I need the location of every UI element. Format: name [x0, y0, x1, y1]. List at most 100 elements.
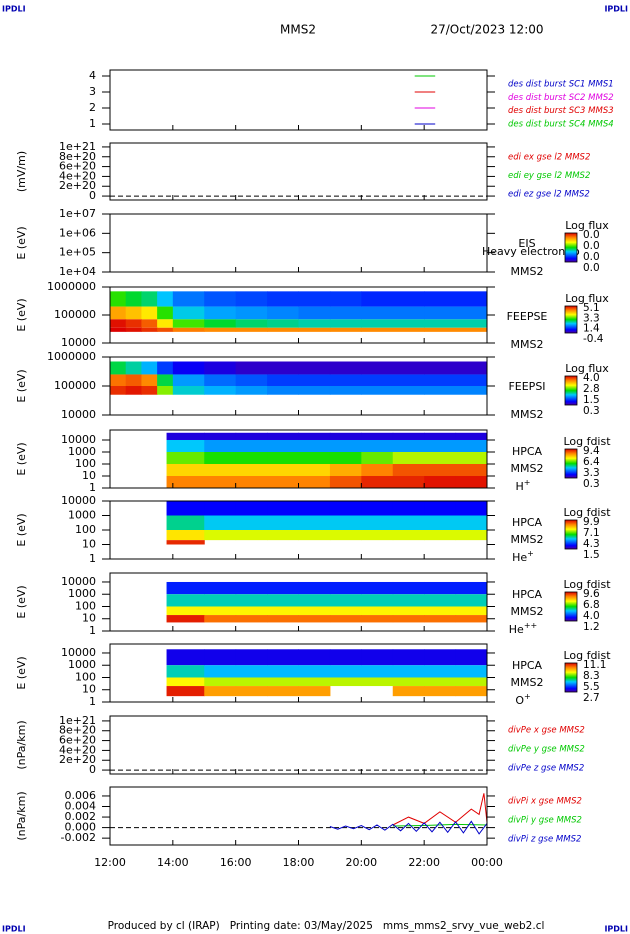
spectrogram-cell — [424, 319, 488, 328]
instrument-label: MMS2 — [511, 338, 544, 351]
spectrogram-cell — [141, 386, 158, 395]
spectrogram-cell — [235, 319, 268, 328]
y-tick-label: -0.002 — [61, 831, 96, 844]
spectrogram-cell — [166, 615, 205, 623]
spectrogram-cell — [235, 306, 268, 320]
y-tick-label: 6e+20 — [59, 160, 96, 173]
y-axis-label: E (eV) — [15, 298, 28, 331]
spectrogram-cell — [157, 361, 174, 375]
colorbar-tick-label: 0.0 — [583, 262, 600, 274]
y-tick-label: 0.002 — [65, 810, 97, 823]
spectrogram-cell — [424, 515, 457, 530]
y-tick-label: 2 — [89, 101, 96, 114]
legend-entry: divPi y gse MMS2 — [508, 816, 582, 826]
spectrogram-cell — [204, 386, 237, 395]
spectrogram-cell — [267, 686, 299, 697]
colorbar-tick-label: 8.3 — [583, 670, 600, 682]
colorbar-title: Log fdist — [563, 435, 611, 448]
colorbar-tick-label: 6.4 — [583, 456, 600, 468]
spectrogram-cell — [166, 515, 205, 530]
x-tick-label: 22:00 — [408, 856, 440, 869]
panel: divPi x gse MMS2 divPi y gse MMS2 divPi z … — [15, 786, 582, 869]
legend-entry: edi ez gse l2 MMS2 — [508, 190, 590, 200]
spectrogram-cell — [361, 374, 425, 386]
spectrogram-cell — [157, 319, 174, 328]
spectrogram-cell — [329, 501, 362, 516]
colorbar-tick-label: 5.1 — [583, 302, 600, 314]
spectrogram-cell — [361, 501, 394, 516]
spectrogram-cell — [204, 432, 237, 440]
spectrogram-cell — [267, 615, 299, 623]
spectrogram-cell — [329, 361, 362, 375]
spectrogram-cell — [329, 306, 362, 320]
spectrogram-cell — [424, 463, 457, 476]
species-charge: + — [524, 478, 531, 487]
spectrogram-cell — [329, 432, 362, 440]
y-tick-label: 1e+21 — [59, 714, 96, 727]
spectrogram-cell — [166, 439, 205, 452]
spectrogram-cell — [235, 501, 268, 516]
spectrogram-cell — [361, 615, 394, 623]
spectrogram-cell — [392, 581, 425, 595]
spectrogram-cell — [455, 649, 488, 666]
instrument-label: FEEPSI — [508, 380, 545, 393]
spectrogram-cell — [172, 291, 205, 307]
spectrogram-cell — [424, 615, 457, 623]
y-tick-label: 8e+20 — [59, 150, 96, 163]
spectrogram-cell — [267, 463, 299, 476]
y-tick-label: 10 — [82, 683, 96, 696]
spectrogram-cell — [235, 615, 268, 623]
spectrogram-cell — [298, 439, 331, 452]
spectrogram-cell — [298, 475, 331, 488]
spectrogram-cell — [424, 530, 457, 541]
y-tick-label: 1000 — [68, 658, 96, 671]
spectrogram-cell — [204, 439, 237, 452]
y-axis-label: E (eV) — [15, 442, 28, 475]
species-base: He — [509, 623, 524, 636]
spectrogram-cell — [361, 432, 394, 440]
spectrogram-cell — [298, 594, 331, 607]
colorbar-tick-label: 5.5 — [583, 681, 600, 693]
spectrogram-cell — [361, 649, 394, 666]
spectrogram-cell — [329, 530, 362, 541]
panel-frame — [109, 715, 488, 775]
spectrogram-cell — [110, 306, 127, 320]
spectrogram-cell — [141, 306, 158, 320]
spectrogram-cell — [329, 677, 362, 687]
spectrogram-cell — [166, 540, 205, 545]
spectrogram-cell — [329, 515, 362, 530]
spectrogram-cell — [267, 530, 299, 541]
panel: 10000 100000 1000000 E (eV) FEEPSE MMS2 Log fl… — [15, 280, 609, 351]
y-tick-label: 10000 — [61, 336, 96, 349]
spectrogram-cell — [166, 475, 205, 488]
spectrogram-cell — [267, 306, 299, 320]
spectrogram-cell — [298, 291, 331, 307]
colorbar-tick-label: 0.0 — [583, 240, 600, 252]
spectrogram-cell — [329, 319, 362, 328]
instrument-label: MMS2 — [511, 533, 544, 546]
spectrogram-cell — [235, 665, 268, 678]
spectrogram-cell — [267, 327, 299, 332]
y-axis-label: (nPa/km) — [15, 720, 28, 769]
spectrogram-cell — [235, 606, 268, 616]
panel: des dist burst SC1 MMS1 des dist burst SC… — [89, 69, 614, 131]
spectrogram-cell — [204, 615, 237, 623]
y-tick-label: 4e+20 — [59, 169, 96, 182]
spectrogram-cell — [455, 615, 488, 623]
spectrogram-cell — [267, 665, 299, 678]
spectrogram-cell — [329, 475, 362, 488]
spectrogram-cell — [110, 374, 127, 386]
spectrogram-cell — [361, 677, 394, 687]
spectrogram-cell — [110, 291, 127, 307]
spectrogram-cell — [455, 665, 488, 678]
spectrogram-cell — [298, 327, 331, 332]
legend-entry: divPe z gse MMS2 — [508, 764, 584, 774]
spectrogram-cell — [392, 665, 425, 678]
spectrogram-cell — [298, 361, 331, 375]
spectrogram-cell — [267, 515, 299, 530]
y-tick-label: 1000 — [68, 587, 96, 600]
colorbar-tick-label: 2.7 — [583, 692, 600, 704]
colorbar-tick-label: 9.9 — [583, 516, 600, 528]
colorbar — [564, 591, 578, 622]
